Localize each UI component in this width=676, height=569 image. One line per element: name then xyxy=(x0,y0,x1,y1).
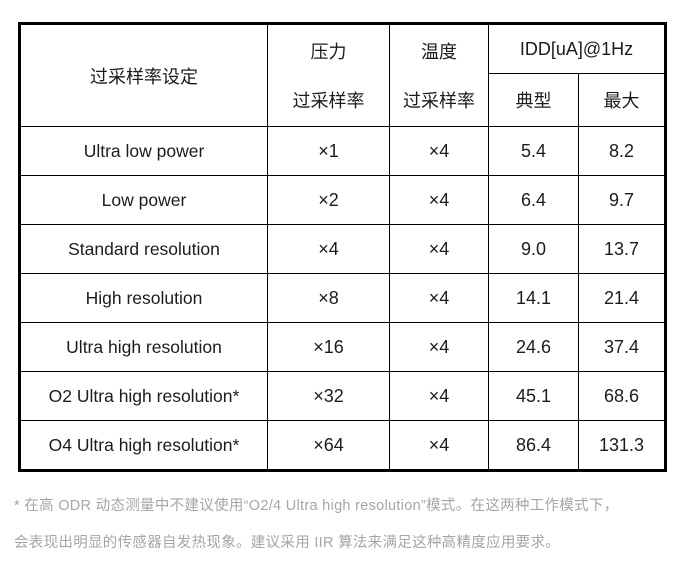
temperature-osr-cell: ×4 xyxy=(389,175,489,225)
table-row-standard-resolution: Standard resolution ×4 ×4 9.0 13.7 xyxy=(19,224,666,274)
header-pressure-cell: 压力 过采样率 xyxy=(267,23,390,127)
header-setting-label: 过采样率设定 xyxy=(90,66,198,87)
idd-max-cell: 13.7 xyxy=(578,224,666,274)
temperature-osr-cell: ×4 xyxy=(389,322,489,372)
temperature-osr-cell: ×4 xyxy=(389,371,489,421)
header-temperature-lines: 温度 过采样率 xyxy=(390,27,488,125)
idd-typical-cell: 14.1 xyxy=(488,273,579,323)
idd-max-cell: 9.7 xyxy=(578,175,666,225)
idd-max-cell: 8.2 xyxy=(578,126,666,176)
header-typical-label: 典型 xyxy=(515,91,552,111)
header-idd-cell: IDD[uA]@1Hz xyxy=(488,23,666,74)
idd-typical-cell: 9.0 xyxy=(488,224,579,274)
table-row-low-power: Low power ×2 ×4 6.4 9.7 xyxy=(19,175,666,225)
table-row-high-resolution: High resolution ×8 ×4 14.1 21.4 xyxy=(19,273,666,323)
pressure-osr-cell: ×32 xyxy=(267,371,390,421)
table-row-ultra-high-resolution: Ultra high resolution ×16 ×4 24.6 37.4 xyxy=(19,322,666,372)
idd-typical-cell: 45.1 xyxy=(488,371,579,421)
setting-cell: Low power xyxy=(19,175,268,225)
pressure-osr-cell: ×16 xyxy=(267,322,390,372)
idd-typical-cell: 6.4 xyxy=(488,175,579,225)
temperature-osr-cell: ×4 xyxy=(389,273,489,323)
table-row-o2-ultra-high-resolution: O2 Ultra high resolution* ×32 ×4 45.1 68… xyxy=(19,371,666,421)
idd-typical-cell: 24.6 xyxy=(488,322,579,372)
pressure-osr-cell: ×8 xyxy=(267,273,390,323)
footnote: * 在高 ODR 动态测量中不建议使用“O2/4 Ultra high reso… xyxy=(14,496,670,554)
setting-cell: Standard resolution xyxy=(19,224,268,274)
footnote-line-1: * 在高 ODR 动态测量中不建议使用“O2/4 Ultra high reso… xyxy=(14,498,619,514)
pressure-osr-cell: ×64 xyxy=(267,420,390,471)
oversampling-settings-table: 过采样率设定 压力 过采样率 温度 过采样率 IDD[uA]@1Hz xyxy=(18,22,667,472)
idd-max-cell: 131.3 xyxy=(578,420,666,471)
idd-max-cell: 68.6 xyxy=(578,371,666,421)
pressure-osr-cell: ×4 xyxy=(267,224,390,274)
header-row-sub: 典型 最大 xyxy=(20,73,666,127)
header-setting-cell: 过采样率设定 xyxy=(19,23,268,127)
pressure-osr-cell: ×2 xyxy=(267,175,390,225)
header-row-top: 过采样率设定 压力 过采样率 温度 过采样率 IDD[uA]@1Hz xyxy=(19,23,666,127)
header-idd-label: IDD[uA]@1Hz xyxy=(519,38,634,59)
setting-cell: High resolution xyxy=(19,273,268,323)
table-row-o4-ultra-high-resolution: O4 Ultra high resolution* ×64 ×4 86.4 13… xyxy=(19,420,666,471)
header-temperature-cell: 温度 过采样率 xyxy=(389,23,489,127)
header-temperature-line2: 过采样率 xyxy=(403,91,475,111)
setting-cell: O2 Ultra high resolution* xyxy=(19,371,268,421)
idd-typical-cell: 86.4 xyxy=(488,420,579,471)
pressure-osr-cell: ×1 xyxy=(267,126,390,176)
header-temperature-line1: 温度 xyxy=(421,42,457,62)
temperature-osr-cell: ×4 xyxy=(389,224,489,274)
temperature-osr-cell: ×4 xyxy=(389,420,489,471)
header-pressure-lines: 压力 过采样率 xyxy=(268,27,389,125)
idd-max-cell: 37.4 xyxy=(578,322,666,372)
footnote-line-2: 会表现出明显的传感器自发热现象。建议采用 IIR 算法来满足这种高精度应用要求。 xyxy=(14,535,561,551)
idd-typical-cell: 5.4 xyxy=(488,126,579,176)
idd-max-cell: 21.4 xyxy=(578,273,666,323)
setting-cell: Ultra low power xyxy=(19,126,268,176)
setting-cell: O4 Ultra high resolution* xyxy=(19,420,268,471)
setting-cell: Ultra high resolution xyxy=(19,322,268,372)
header-typical-cell: 典型 xyxy=(488,73,579,127)
header-pressure-line1: 压力 xyxy=(310,42,347,62)
table-row-ultra-low-power: Ultra low power ×1 ×4 5.4 8.2 xyxy=(19,126,666,176)
header-max-label: 最大 xyxy=(603,91,640,111)
temperature-osr-cell: ×4 xyxy=(389,126,489,176)
header-max-cell: 最大 xyxy=(578,73,666,127)
header-pressure-line2: 过采样率 xyxy=(292,91,365,111)
